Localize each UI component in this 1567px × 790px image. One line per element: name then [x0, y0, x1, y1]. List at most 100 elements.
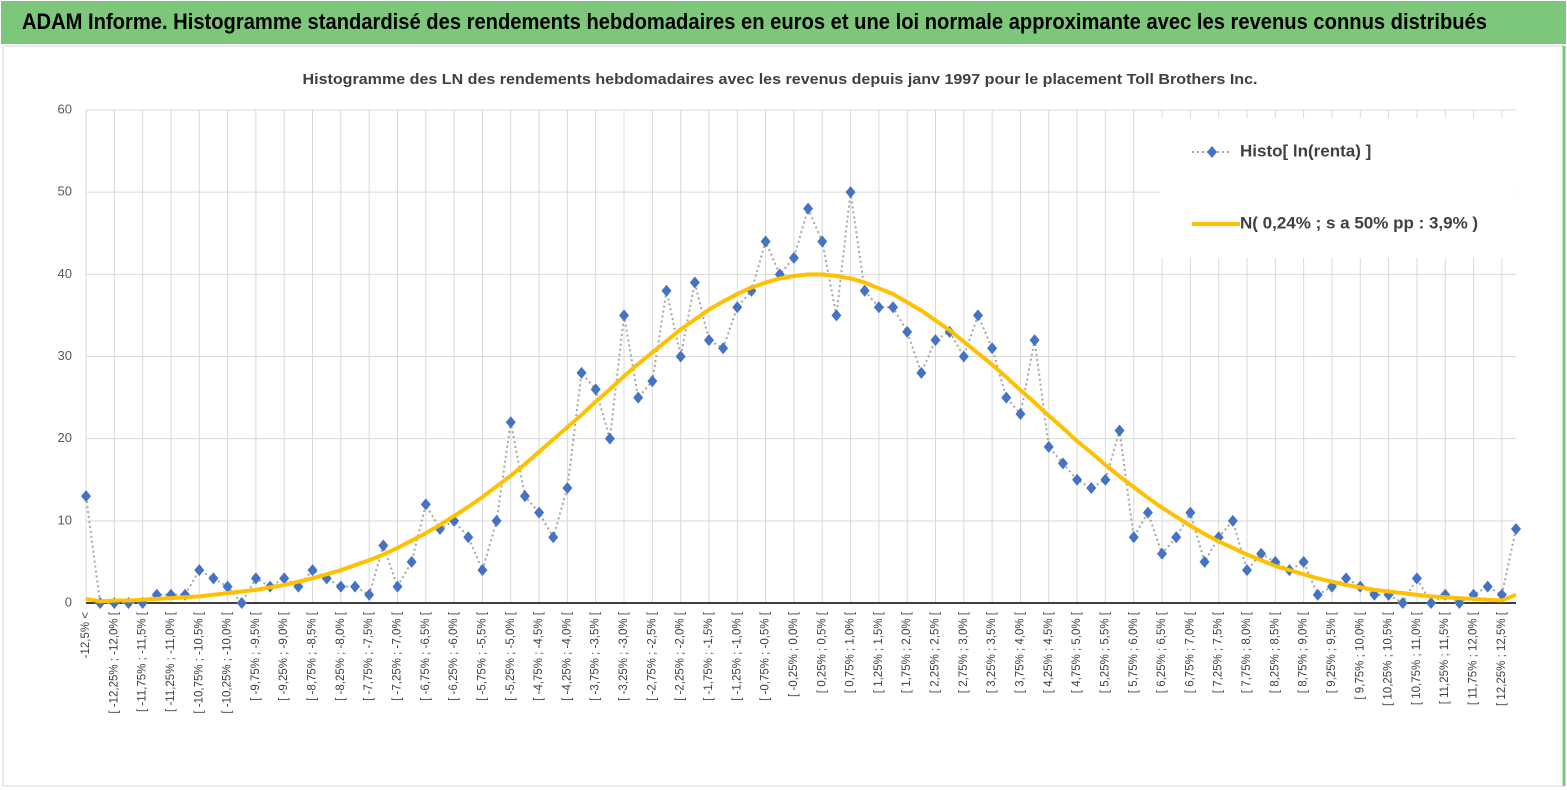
- legend-label: N( 0,24% ; s a 50% pp : 3,9% ): [1240, 213, 1478, 232]
- diamond-marker: [760, 235, 771, 248]
- x-tick-label: [ -7,75% ; -7,5% [: [363, 611, 375, 701]
- y-tick-label: 0: [65, 594, 72, 609]
- x-tick-label: [ -6,25% ; -6,0% [: [448, 611, 460, 701]
- x-tick-label: [ -1,75% ; -1,5% [: [703, 611, 715, 701]
- diamond-marker: [817, 235, 828, 248]
- diamond-marker: [1312, 588, 1323, 601]
- x-tick-label: [ -4,25% ; -4,0% [: [561, 611, 573, 701]
- diamond-marker: [576, 366, 587, 379]
- x-tick-label: [ 6,25% ; 6,5% [: [1156, 611, 1168, 693]
- y-tick-label: 10: [58, 512, 72, 527]
- x-tick-label: [ 8,25% ; 8,5% [: [1269, 611, 1281, 693]
- diamond-marker: [803, 202, 814, 215]
- diamond-marker: [364, 588, 375, 601]
- diamond-marker: [732, 301, 743, 314]
- legend-label: Histo[ ln(renta) ]: [1240, 141, 1371, 160]
- x-tick-label: [ -10,25% ; -10,0% [: [222, 611, 234, 713]
- diamond-marker: [1185, 506, 1196, 519]
- diamond-marker: [689, 276, 700, 289]
- x-tick-label: [ 5,25% ; 5,5% [: [1099, 611, 1111, 693]
- diamond-marker: [335, 580, 346, 593]
- diamond-marker: [619, 309, 630, 322]
- diamond-marker: [350, 580, 361, 593]
- x-tick-label: [ 4,25% ; 4,5% [: [1043, 611, 1055, 693]
- diamond-marker: [788, 251, 799, 264]
- diamond-marker: [590, 383, 601, 396]
- x-tick-label: [ -10,75% ; -10,5% [: [193, 611, 205, 713]
- diamond-marker: [307, 564, 318, 577]
- diamond-marker: [1114, 424, 1125, 437]
- diamond-marker: [1256, 547, 1267, 560]
- x-tick-label: [ 0,75% ; 1,0% [: [845, 611, 857, 693]
- diamond-marker: [378, 539, 389, 552]
- diamond-marker: [1157, 547, 1168, 560]
- x-tick-label: [ -0,75% ; -0,5% [: [760, 611, 772, 701]
- diamond-marker: [279, 572, 290, 585]
- diamond-marker: [477, 564, 488, 577]
- x-tick-label: [ 8,75% ; 9,0% [: [1298, 611, 1310, 693]
- x-tick-label: [ 1,25% ; 1,5% [: [873, 611, 885, 693]
- x-tick-label: [ 11,25% ; 11,5% [: [1439, 611, 1451, 704]
- x-tick-label: [ -0,25% ; 0,0% [: [788, 611, 800, 697]
- x-tick-label: [ 2,75% ; 3,0% [: [958, 611, 970, 693]
- diamond-marker: [1511, 523, 1521, 536]
- legend-box: [1160, 118, 1515, 258]
- diamond-marker: [1482, 580, 1493, 593]
- diamond-marker: [1086, 481, 1097, 494]
- x-tick-label: [ -6,75% ; -6,5% [: [420, 611, 432, 701]
- x-tick-label: [ -11,75% ; -11,5% [: [137, 611, 149, 712]
- legend-marker: [1207, 146, 1217, 158]
- x-tick-label: [ -1,25% ; -1,0% [: [731, 611, 743, 701]
- diamond-marker: [406, 555, 417, 568]
- diamond-marker: [958, 350, 969, 363]
- marks: [81, 186, 1521, 609]
- diamond-marker: [1171, 531, 1182, 544]
- y-tick-label: 30: [58, 348, 72, 363]
- x-tick-label: [ 2,25% ; 2,5% [: [930, 611, 942, 693]
- diamond-marker: [194, 564, 205, 577]
- x-tick-label: [ -12,25% ; -12,0% [: [108, 611, 120, 713]
- diamond-marker: [1001, 391, 1012, 404]
- diamond-marker: [491, 514, 502, 527]
- x-tick-label: [ -3,25% ; -3,0% [: [618, 611, 630, 701]
- x-tick-label: [ -7,25% ; -7,0% [: [392, 611, 404, 701]
- diamond-marker: [1128, 531, 1139, 544]
- diamond-marker: [1142, 506, 1153, 519]
- x-tick-label: [ 10,75% ; 11,0% [: [1411, 611, 1423, 705]
- diamond-marker: [1072, 473, 1083, 486]
- diamond-marker: [1199, 555, 1210, 568]
- x-tick-label: [ 1,75% ; 2,0% [: [901, 611, 913, 693]
- diamond-marker: [703, 334, 714, 347]
- diamond-marker: [845, 186, 856, 199]
- y-tick-label: 40: [58, 266, 72, 281]
- diamond-marker: [81, 490, 91, 503]
- diamond-marker: [718, 342, 729, 355]
- diamond-marker: [1029, 334, 1040, 347]
- diamond-marker: [675, 350, 686, 363]
- x-tick-label: [ 9,25% ; 9,5% [: [1326, 611, 1338, 693]
- x-tick-label: [ -11,25% ; -11,0% [: [165, 611, 177, 712]
- x-tick-label: [ 6,75% ; 7,0% [: [1184, 611, 1196, 693]
- diamond-marker: [222, 580, 233, 593]
- series-line: [85, 272, 1517, 604]
- diamond-marker: [1397, 597, 1408, 609]
- x-tick-label: [ -2,25% ; -2,0% [: [675, 611, 687, 701]
- diamond-marker: [902, 325, 913, 338]
- diamond-marker: [1100, 473, 1111, 486]
- x-tick-label: [ 4,75% ; 5,0% [: [1071, 611, 1083, 693]
- diamond-marker: [420, 498, 431, 511]
- diamond-marker: [1015, 408, 1026, 421]
- x-tick-label: [ 11,75% ; 12,0% [: [1468, 611, 1480, 705]
- x-tick-label: [ 12,25% ; 12,5% [: [1496, 611, 1508, 706]
- x-tick-label: [ 5,75% ; 6,0% [: [1128, 611, 1140, 693]
- x-tick-label: [ -5,25% ; -5,0% [: [505, 611, 517, 701]
- x-tick-label: [ -2,75% ; -2,5% [: [646, 611, 658, 701]
- x-tick-label: [ 3,25% ; 3,5% [: [986, 611, 998, 693]
- x-tick-label: -12,5% <: [80, 612, 92, 659]
- diamond-marker: [930, 334, 941, 347]
- diamond-marker: [1057, 457, 1068, 470]
- x-tick-label: [ -9,75% ; -9,5% [: [250, 611, 262, 701]
- legend: Histo[ ln(renta) ] N( 0,24% ; s a 50% pp …: [1160, 118, 1515, 258]
- x-tick-label: [ -9,25% ; -9,0% [: [278, 611, 290, 701]
- diamond-marker: [562, 481, 573, 494]
